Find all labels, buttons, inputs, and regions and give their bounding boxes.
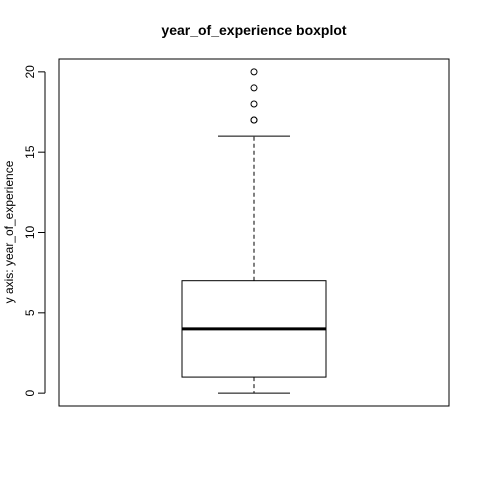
chart-title: year_of_experience boxplot <box>161 22 347 38</box>
box-group <box>181 68 327 394</box>
outlier-point <box>250 100 258 108</box>
outlier-point <box>250 116 258 124</box>
y-tick-label: 20 <box>23 65 37 79</box>
y-tick-label: 10 <box>23 226 37 240</box>
y-tick-label: 0 <box>23 389 37 396</box>
y-tick-label: 5 <box>23 309 37 316</box>
outlier-point <box>250 84 258 92</box>
plot-frame <box>58 58 450 407</box>
y-axis: 0 5 10 15 20 <box>23 65 46 396</box>
outlier-point <box>250 68 258 76</box>
y-axis-label: y axis: year_of_experience <box>2 160 16 303</box>
y-tick-label: 15 <box>23 145 37 159</box>
